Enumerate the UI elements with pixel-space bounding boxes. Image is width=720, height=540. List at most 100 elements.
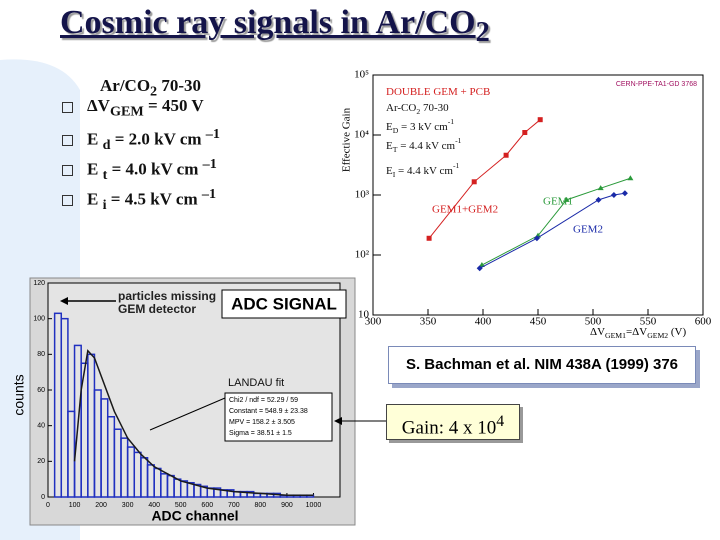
y-tick-label: 20 (37, 458, 45, 465)
citation: S. Bachman et al. NIM 438A (1999) 376 (388, 346, 696, 384)
x-tick-label: 100 (69, 502, 81, 509)
title-box (221, 289, 347, 319)
series-label: GEM2 (573, 224, 603, 236)
text-part: 70-30 (420, 102, 449, 114)
fit-label: LANDAU fit (228, 377, 284, 389)
x-tick-label: 500 (585, 316, 602, 328)
arrow-head (334, 417, 342, 425)
annotation: DOUBLE GEM + PCB (386, 86, 490, 98)
text-part: Cosmic ray signals in Ar/CO (60, 4, 476, 41)
point (627, 175, 634, 181)
y-tick-label: 10 (358, 309, 370, 321)
text-part: -1 (453, 161, 460, 170)
gain-label: Gain: 4 x 104 (386, 404, 520, 440)
y-axis-label: counts (11, 374, 27, 415)
text-part: = 4.4 kV cm (395, 165, 453, 177)
text-part: i (102, 197, 107, 214)
text-part: = 3 kV cm (398, 121, 448, 133)
text-part: –1 (202, 156, 217, 172)
point (471, 179, 477, 185)
series-label: GEM1+GEM2 (432, 204, 498, 216)
text-part: 2 (475, 16, 490, 48)
text-part: Ar/CO (100, 76, 151, 95)
point (621, 190, 628, 197)
text-part: –1 (205, 126, 220, 142)
y-tick-label: 120 (33, 280, 45, 287)
text-part: 2 (416, 107, 420, 116)
annotation: ET = 4.4 kV cm-1 (386, 136, 462, 154)
bullet: E t = 4.0 kV cm –1 (62, 156, 220, 186)
text-part: 70-30 (157, 76, 202, 95)
y-axis-label: Effective Gain (341, 107, 353, 172)
y-tick-label: 10³ (355, 189, 370, 201)
series-label: GEM1 (543, 196, 573, 208)
text-part: GEM1 (605, 331, 626, 340)
x-tick-label: 600 (201, 502, 213, 509)
x-tick-label: 700 (228, 502, 240, 509)
text-part: E (386, 140, 393, 152)
text-part: = 4.0 kV cm (107, 159, 203, 179)
point (476, 265, 483, 272)
text-part: Ar-CO (386, 102, 416, 114)
fit-stat: Chi2 / ndf = 52.29 / 59 (229, 397, 298, 404)
text-part: E (87, 189, 103, 209)
text-part: d (102, 137, 111, 154)
y-tick-label: 10⁴ (354, 129, 369, 141)
x-tick-label: 1000 (306, 502, 322, 509)
x-tick-label: 0 (46, 502, 50, 509)
text-part: E (87, 129, 103, 149)
x-tick-label: 450 (530, 316, 547, 328)
point (610, 192, 617, 198)
text-part: E (386, 121, 393, 133)
bullet: E i = 4.5 kV cm –1 (62, 186, 220, 216)
text-part: ΔV (87, 96, 110, 115)
text-part: t (102, 167, 108, 184)
x-tick-label: 300 (122, 502, 134, 509)
fit-curve (73, 349, 314, 496)
text-part: Gain: 4 x 10 (401, 417, 497, 439)
text-part: = 4.5 kV cm (106, 189, 202, 209)
x-tick-label: 350 (420, 316, 437, 328)
text-part: D (393, 126, 399, 135)
point (563, 196, 570, 202)
text-part: = 4.4 kV cm (397, 140, 455, 152)
text-part: = 2.0 kV cm (110, 129, 206, 149)
bullet: ΔVGEM = 450 V (62, 96, 220, 126)
text-part: E (386, 165, 393, 177)
y-tick-label: 10⁵ (354, 69, 369, 81)
annotation: EI = 4.4 kV cm-1 (386, 161, 459, 179)
fit-arrow (149, 397, 226, 431)
text-part: = 450 V (143, 96, 204, 115)
annotation: ED = 3 kV cm-1 (386, 117, 454, 135)
point (597, 185, 604, 191)
text-part: ΔV (590, 326, 605, 338)
x-tick-label: 800 (255, 502, 267, 509)
x-tick-label: 500 (175, 502, 187, 509)
point (426, 235, 432, 241)
y-tick-label: 40 (37, 423, 45, 430)
bullet: E d = 2.0 kV cm –1 (62, 126, 220, 156)
point (537, 117, 543, 123)
point (595, 196, 602, 203)
text-part: -1 (448, 117, 455, 126)
fit-stat: MPV = 158.2 ± 3.505 (229, 419, 295, 426)
text-part: -1 (455, 136, 462, 145)
text-part: DOUBLE GEM + PCB (386, 86, 490, 98)
annotation: Ar-CO2 70-30 (386, 102, 449, 117)
text-part: T (393, 145, 398, 154)
text-part: GEM2 (647, 331, 668, 340)
x-axis-label: ΔVGEM1=ΔVGEM2 (V) (590, 326, 686, 341)
y-tick-label: 80 (37, 351, 45, 358)
text-part: I (393, 170, 396, 179)
text-part: =ΔV (626, 326, 647, 338)
x-tick-label: 200 (95, 502, 107, 509)
y-tick-label: 60 (37, 387, 45, 394)
text-part: (V) (668, 326, 686, 338)
chart-title: ADC SIGNAL (231, 294, 337, 313)
stats-box (224, 392, 333, 442)
arrow-head (60, 297, 68, 305)
point (533, 235, 540, 242)
